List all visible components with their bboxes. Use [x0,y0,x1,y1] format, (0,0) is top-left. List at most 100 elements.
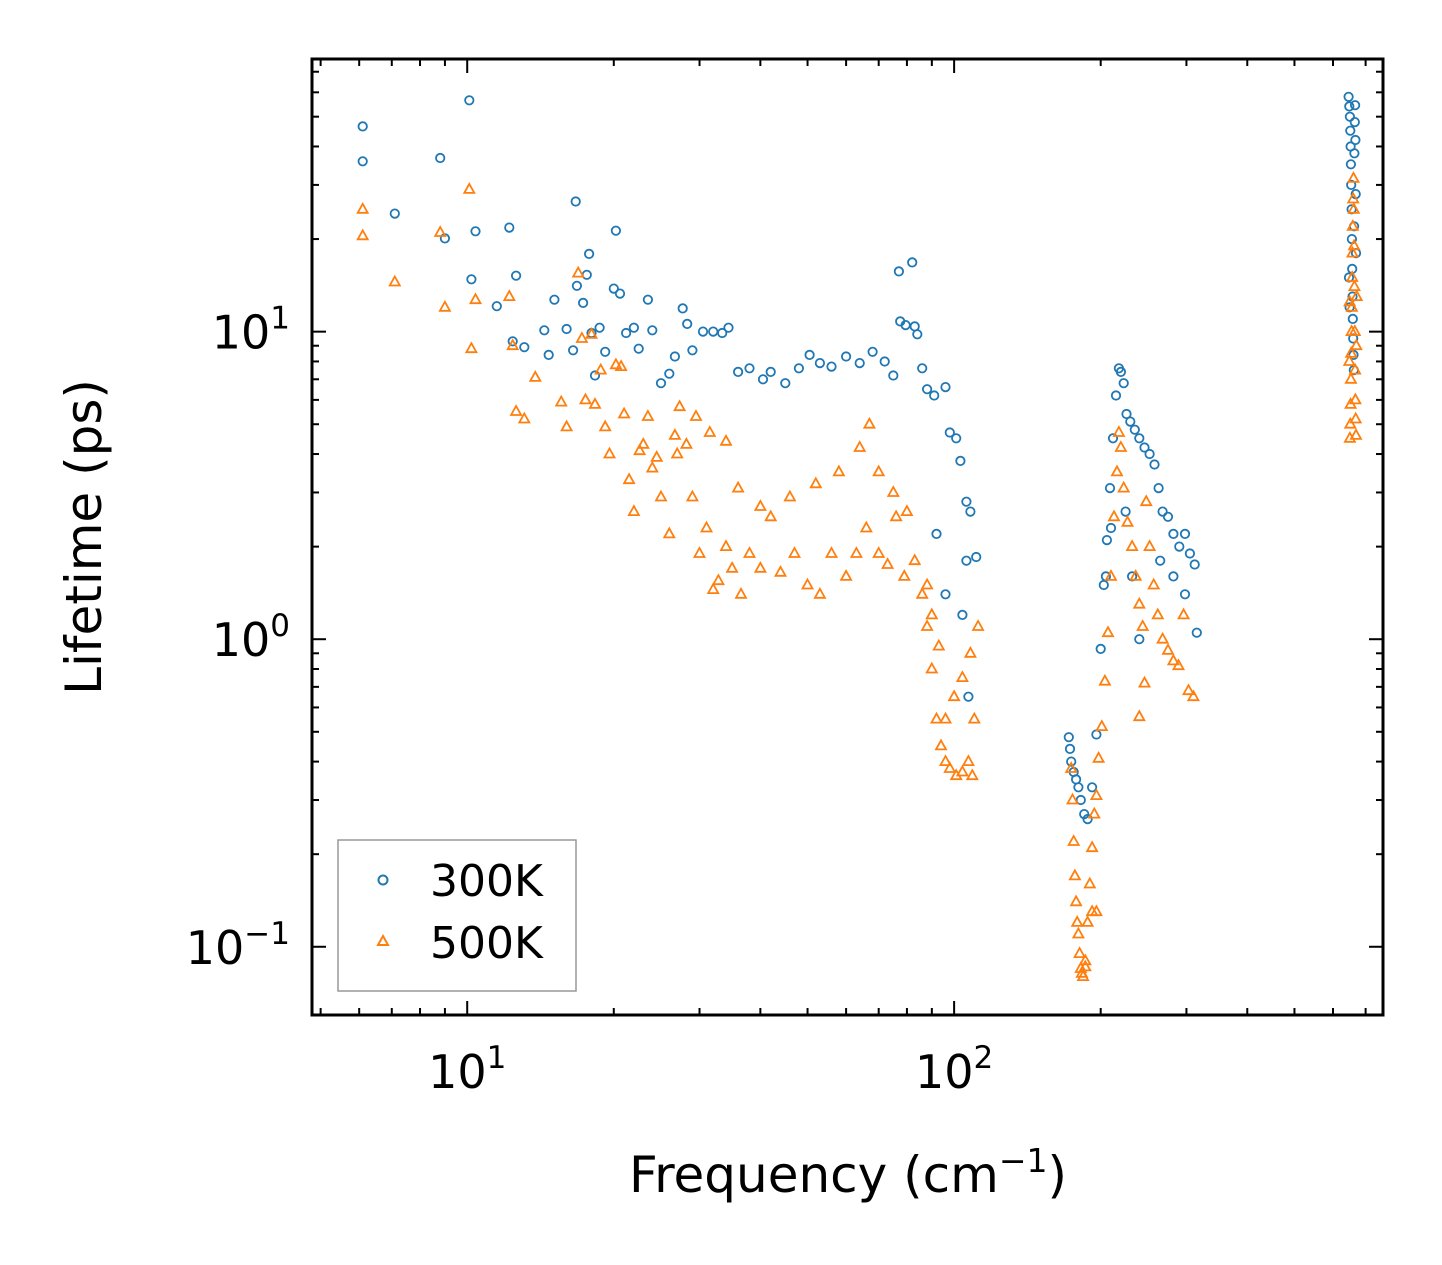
data-point-300k [1346,179,1357,190]
data-point-500k [689,409,703,421]
legend-label-300k: 300K [430,856,544,907]
data-point-300k [944,427,955,438]
data-point-500k [1081,915,1095,927]
data-point-300k [1134,433,1145,444]
data-point-500k [1078,959,1092,972]
data-point-500k [1344,371,1358,384]
data-point-300k [814,357,826,369]
data-point-300k [912,329,923,340]
data-point-500k [1345,245,1360,258]
data-point-300k [357,121,368,132]
y-tick-label: 10−1 [186,916,290,975]
data-point-500k [1349,428,1363,440]
data-point-300k [1104,482,1116,494]
data-point-300k [1168,528,1179,540]
data-point-500k [462,182,476,194]
data-point-500k [1129,569,1143,581]
data-point-500k [1112,425,1126,437]
data-point-500k [1347,238,1361,251]
legend-frame [337,839,577,992]
data-point-300k [940,589,951,600]
data-point-300k [682,318,693,329]
data-point-500k [943,761,957,773]
data-point-500k [963,645,977,658]
data-point-500k [1132,709,1146,722]
legend-marker-300k [377,874,389,886]
data-point-300k [549,294,560,305]
data-point-300k [1107,433,1119,444]
data-point-500k [654,489,668,502]
data-point-500k [622,472,636,485]
data-point-300k [1157,506,1168,517]
data-point-300k [940,381,951,393]
data-point-500k [1132,596,1146,609]
data-point-500k [614,359,628,372]
data-point-500k [578,392,593,405]
data-point-500k [1075,965,1089,978]
data-point-300k [907,257,918,268]
data-point-500k [1107,509,1121,522]
data-point-500k [528,370,542,382]
data-point-300k [470,226,481,237]
data-point-500k [938,754,953,766]
data-point-300k [780,378,791,389]
data-point-500k [627,504,641,516]
data-point-300k [1191,627,1202,638]
x-axis-label-close: ) [1048,1146,1068,1204]
data-point-300k [570,196,581,207]
x-tick-label-base: 10 [915,1045,974,1099]
data-point-300k [1144,448,1155,460]
data-point-500k [1104,569,1118,581]
y-tick-label: 101 [212,301,290,360]
data-point-500k [1125,539,1139,551]
data-point-300k [1345,125,1356,136]
data-point-500k [1171,658,1186,671]
data-point-500k [1095,719,1109,731]
series-300k [357,91,1362,825]
data-point-500k [965,768,979,781]
data-point-300k [510,270,522,281]
data-point-300k [1153,482,1164,494]
data-point-500k [1089,904,1103,917]
data-point-500k [1078,953,1092,966]
data-point-500k [1344,346,1358,358]
data-point-300k [744,363,755,374]
data-point-500k [685,489,699,502]
data-point-500k [1092,750,1106,763]
data-point-300k [867,346,878,357]
data-point-500k [1117,480,1131,493]
data-point-300k [571,280,583,291]
data-point-500k [584,326,599,339]
data-point-300k [1125,416,1136,427]
data-point-500k [1085,840,1099,853]
data-point-500k [1136,619,1150,631]
data-point-300k [610,225,622,236]
data-point-500k [764,509,778,522]
x-tick-label-base: 10 [428,1045,487,1099]
data-point-300k [804,349,815,360]
data-point-500k [925,661,939,674]
data-point-500k [1156,631,1170,644]
data-point-500k [1350,289,1364,302]
data-point-300k [677,303,688,314]
data-point-300k [1120,506,1131,517]
data-point-300k [1184,548,1196,559]
data-point-300k [793,363,805,374]
data-point-500k [617,406,631,419]
data-point-500k [356,201,370,214]
data-point-500k [915,586,929,599]
data-point-300k [723,322,734,333]
series-500k [356,171,1364,981]
data-point-500k [1181,683,1196,696]
data-point-500k [1067,834,1081,846]
data-point-500k [1143,539,1157,551]
data-point-300k [1087,782,1098,793]
y-tick-label-base: 10 [186,921,245,975]
data-point-500k [670,446,684,459]
data-point-500k [862,416,876,429]
data-point-300k [879,356,890,367]
data-point-500k [920,619,934,631]
data-point-300k [589,370,601,381]
data-point-500k [464,341,478,354]
data-point-300k [1082,813,1093,825]
